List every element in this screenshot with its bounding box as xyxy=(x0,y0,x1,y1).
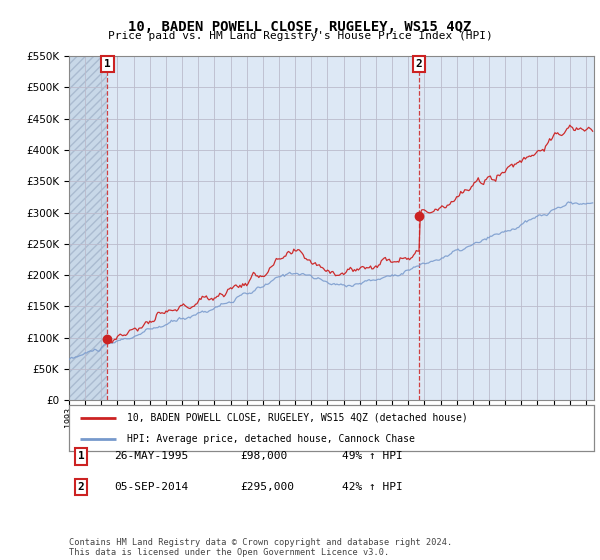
Text: 2: 2 xyxy=(416,59,422,69)
Text: £295,000: £295,000 xyxy=(240,482,294,492)
Text: 26-MAY-1995: 26-MAY-1995 xyxy=(114,451,188,461)
Text: Contains HM Land Registry data © Crown copyright and database right 2024.
This d: Contains HM Land Registry data © Crown c… xyxy=(69,538,452,557)
Text: 1: 1 xyxy=(104,59,111,69)
Text: 2: 2 xyxy=(77,482,85,492)
Text: 05-SEP-2014: 05-SEP-2014 xyxy=(114,482,188,492)
Text: 49% ↑ HPI: 49% ↑ HPI xyxy=(342,451,403,461)
Text: 10, BADEN POWELL CLOSE, RUGELEY, WS15 4QZ: 10, BADEN POWELL CLOSE, RUGELEY, WS15 4Q… xyxy=(128,20,472,34)
Bar xyxy=(69,56,107,400)
Text: 10, BADEN POWELL CLOSE, RUGELEY, WS15 4QZ (detached house): 10, BADEN POWELL CLOSE, RUGELEY, WS15 4Q… xyxy=(127,413,467,423)
Text: Price paid vs. HM Land Registry's House Price Index (HPI): Price paid vs. HM Land Registry's House … xyxy=(107,31,493,41)
Text: HPI: Average price, detached house, Cannock Chase: HPI: Average price, detached house, Cann… xyxy=(127,435,415,444)
Text: 1: 1 xyxy=(77,451,85,461)
Text: £98,000: £98,000 xyxy=(240,451,287,461)
Text: 42% ↑ HPI: 42% ↑ HPI xyxy=(342,482,403,492)
